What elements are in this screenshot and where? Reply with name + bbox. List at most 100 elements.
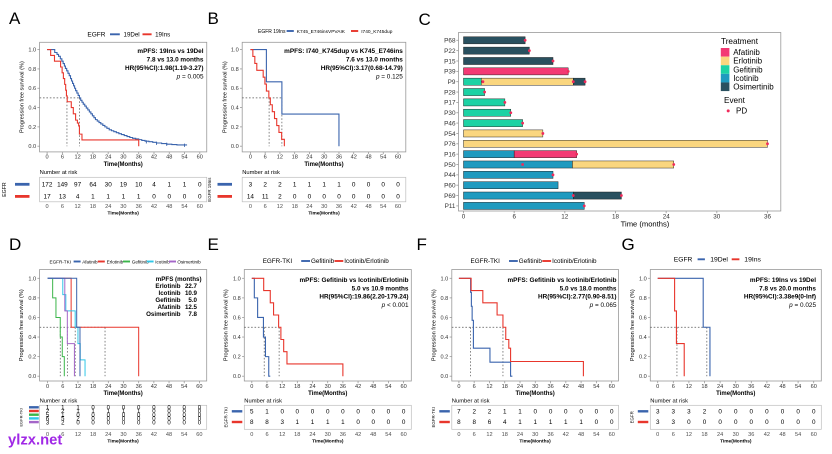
svg-text:Icotinib/Erlotinib: Icotinib/Erlotinib	[552, 258, 597, 265]
svg-text:12: 12	[74, 204, 80, 210]
svg-text:0: 0	[46, 384, 49, 390]
svg-text:6: 6	[473, 384, 476, 390]
svg-text:Time(Months): Time(Months)	[304, 162, 343, 168]
svg-text:0.6: 0.6	[28, 86, 36, 92]
svg-text:0: 0	[564, 409, 568, 416]
svg-text:30: 30	[532, 384, 538, 390]
svg-text:4: 4	[76, 194, 80, 201]
svg-text:12: 12	[279, 384, 285, 390]
svg-text:18: 18	[502, 384, 508, 390]
svg-text:0: 0	[152, 420, 156, 426]
svg-text:mPFS: 19Ins vs 19Del: mPFS: 19Ins vs 19Del	[137, 48, 203, 55]
svg-text:36: 36	[547, 432, 553, 438]
svg-text:54: 54	[385, 432, 391, 438]
svg-text:1: 1	[91, 194, 95, 201]
svg-text:0: 0	[250, 432, 253, 438]
svg-text:2: 2	[61, 409, 65, 415]
svg-text:42: 42	[151, 384, 157, 390]
svg-text:0: 0	[137, 417, 141, 423]
svg-text:0: 0	[46, 432, 49, 438]
svg-text:EGFR-TKI: EGFR-TKI	[19, 408, 24, 427]
svg-text:I740_K745dup: I740_K745dup	[361, 29, 393, 35]
svg-text:Progression free survival (%): Progression free survival (%)	[19, 289, 25, 361]
svg-text:5: 5	[250, 409, 254, 416]
svg-text:0.4: 0.4	[441, 335, 449, 341]
svg-text:12: 12	[486, 384, 492, 390]
svg-text:Afatinib: Afatinib	[733, 48, 760, 57]
svg-text:48: 48	[578, 384, 584, 390]
svg-text:D: D	[9, 235, 21, 254]
svg-text:24: 24	[717, 432, 723, 438]
svg-text:30: 30	[321, 155, 327, 161]
svg-text:30: 30	[713, 214, 721, 221]
svg-text:54: 54	[593, 384, 599, 390]
svg-text:6: 6	[488, 419, 492, 426]
svg-text:0: 0	[371, 419, 375, 426]
svg-text:1: 1	[107, 409, 111, 415]
svg-text:5: 5	[46, 413, 50, 419]
svg-text:0.4: 0.4	[639, 335, 647, 341]
svg-text:7.8 vs 20.0 months: 7.8 vs 20.0 months	[759, 285, 816, 292]
svg-text:0: 0	[167, 417, 171, 423]
svg-text:19Ins: 19Ins	[744, 257, 761, 264]
svg-text:P22: P22	[444, 48, 456, 55]
svg-text:3: 3	[46, 420, 50, 426]
svg-text:12: 12	[277, 155, 283, 161]
svg-text:0: 0	[167, 420, 171, 426]
svg-text:mPFS: Gefitinib vs Icotinib/Er: mPFS: Gefitinib vs Icotinib/Erlotinib	[508, 277, 617, 284]
svg-text:1: 1	[183, 182, 187, 189]
svg-text:172: 172	[42, 182, 53, 189]
svg-text:0: 0	[322, 194, 326, 201]
svg-text:0: 0	[152, 413, 156, 419]
svg-text:24: 24	[105, 204, 111, 210]
svg-text:0: 0	[107, 406, 111, 412]
svg-text:Number at risk: Number at risk	[452, 398, 490, 404]
svg-text:17: 17	[44, 194, 52, 201]
svg-text:0: 0	[750, 419, 754, 426]
svg-text:0: 0	[326, 409, 330, 416]
svg-text:1: 1	[322, 182, 326, 189]
svg-text:1: 1	[311, 419, 315, 426]
svg-text:0.2: 0.2	[231, 125, 239, 131]
svg-text:18: 18	[701, 384, 707, 390]
svg-text:ylzx.net: ylzx.net	[8, 433, 62, 449]
svg-text:0.6: 0.6	[28, 316, 36, 322]
svg-text:P28: P28	[444, 89, 456, 96]
svg-text:0: 0	[152, 194, 156, 201]
svg-text:18: 18	[292, 155, 298, 161]
svg-text:0: 0	[718, 409, 722, 416]
svg-text:Osimertinib: Osimertinib	[177, 260, 201, 265]
svg-text:6: 6	[512, 214, 516, 221]
svg-text:6: 6	[61, 204, 64, 210]
svg-text:24: 24	[517, 432, 523, 438]
svg-text:24: 24	[105, 432, 111, 438]
svg-text:Time(Months): Time(Months)	[108, 211, 140, 217]
svg-text:p = 0.125: p = 0.125	[375, 74, 403, 81]
svg-text:Icotinib/Erlotinib: Icotinib/Erlotinib	[344, 258, 389, 265]
svg-text:HR(95%CI):2.77(0.90-8.51): HR(95%CI):2.77(0.90-8.51)	[538, 294, 617, 301]
svg-text:1: 1	[122, 194, 126, 201]
svg-text:0: 0	[462, 214, 466, 221]
svg-text:0: 0	[167, 406, 171, 412]
svg-text:0.4: 0.4	[28, 335, 36, 341]
svg-text:60: 60	[400, 384, 406, 390]
svg-text:6: 6	[264, 204, 267, 210]
svg-text:Time(Months): Time(Months)	[103, 391, 142, 397]
svg-text:p = 0.025: p = 0.025	[788, 302, 816, 309]
svg-text:7: 7	[457, 409, 461, 416]
svg-text:3: 3	[249, 182, 253, 189]
svg-text:0: 0	[457, 432, 460, 438]
svg-text:P44: P44	[444, 172, 456, 179]
svg-text:0: 0	[152, 417, 156, 423]
svg-text:0: 0	[402, 409, 406, 416]
svg-text:36: 36	[336, 204, 342, 210]
svg-text:60: 60	[395, 155, 401, 161]
svg-text:36: 36	[547, 384, 553, 390]
svg-text:0: 0	[249, 204, 252, 210]
svg-text:0: 0	[734, 409, 738, 416]
svg-text:0: 0	[152, 409, 156, 415]
svg-text:Afatinib: Afatinib	[157, 304, 180, 311]
svg-text:36: 36	[340, 432, 346, 438]
svg-text:0: 0	[183, 409, 187, 415]
svg-text:0: 0	[367, 182, 371, 189]
